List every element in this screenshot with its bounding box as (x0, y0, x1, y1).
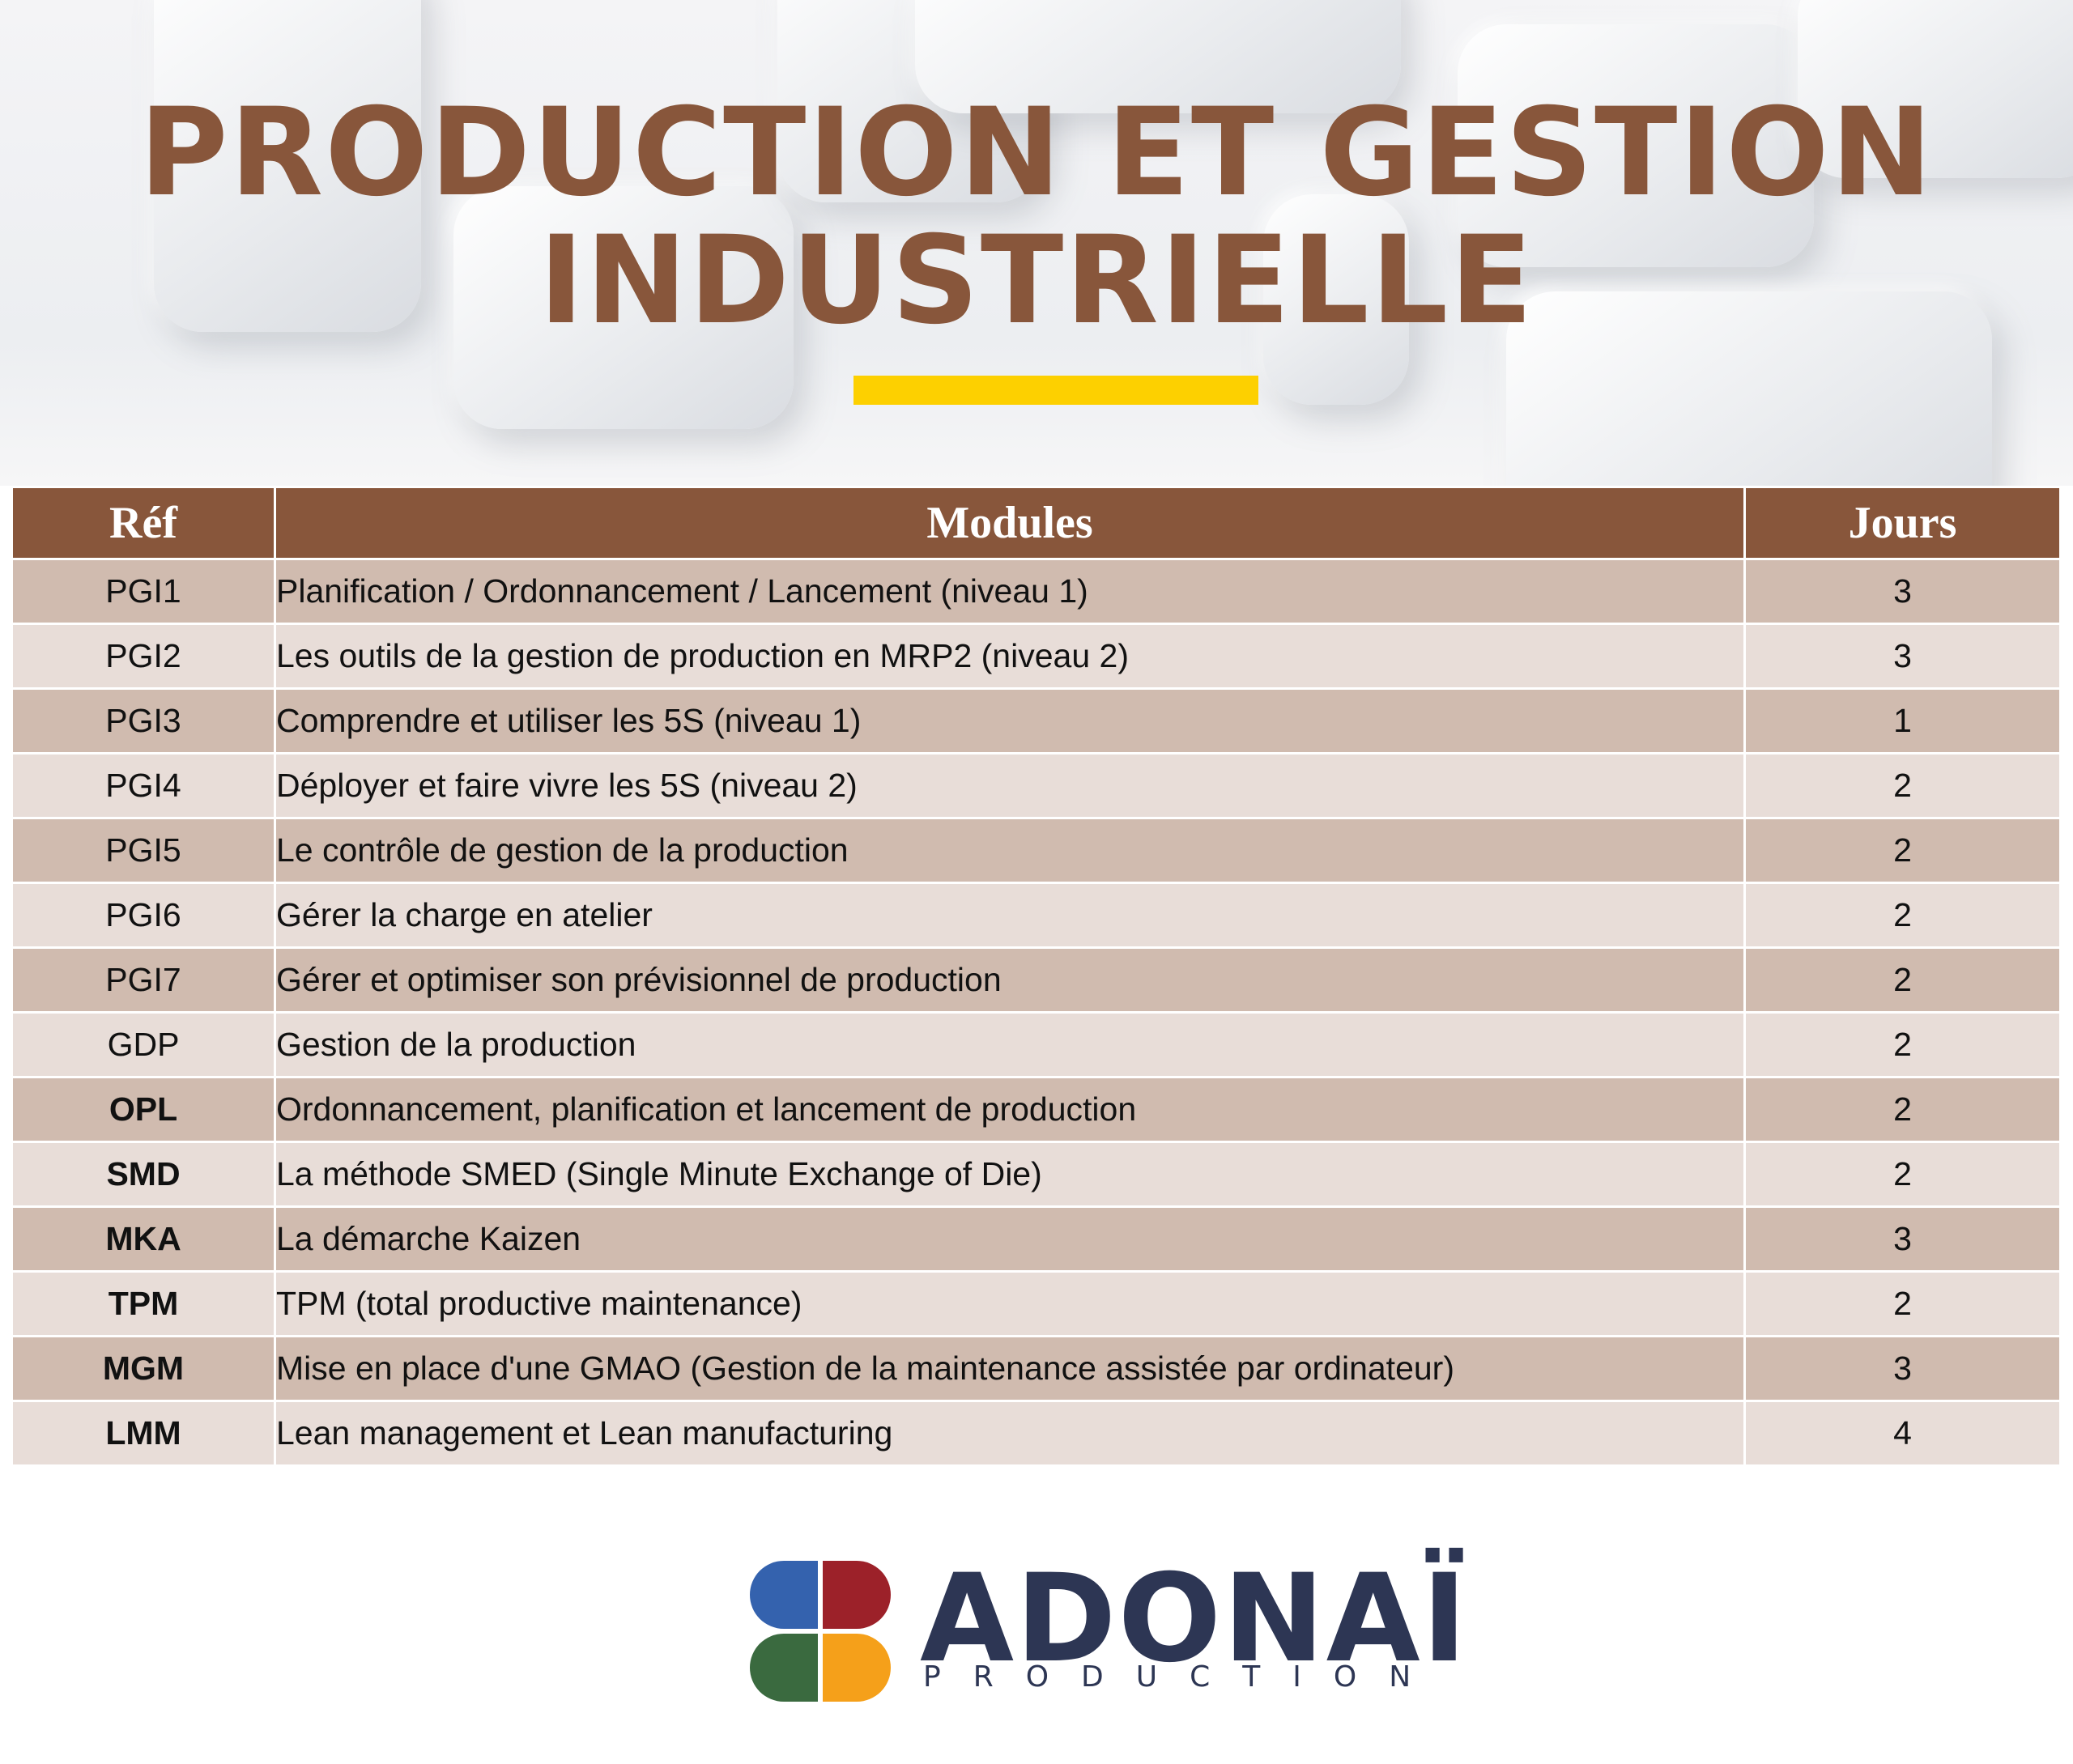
table-row: OPL Ordonnancement, planification et lan… (11, 1076, 2062, 1143)
days-cell: 3 (1743, 1335, 2062, 1402)
days-cell: 2 (1743, 882, 2062, 949)
brand-logo: ADONAÏ PRODUCTION (743, 1554, 1467, 1716)
ref-cell: PGI5 (11, 817, 276, 884)
table-row: PGI3 Comprendre et utiliser les 5S (nive… (11, 687, 2062, 754)
module-cell: Les outils de la gestion de production e… (274, 623, 1746, 690)
module-cell: Comprendre et utiliser les 5S (niveau 1) (274, 687, 1746, 754)
module-cell: Planification / Ordonnancement / Lanceme… (274, 558, 1746, 625)
ref-cell: PGI6 (11, 882, 276, 949)
module-cell: Gestion de la production (274, 1011, 1746, 1078)
ref-cell: PGI2 (11, 623, 276, 690)
table-row: PGI5 Le contrôle de gestion de la produc… (11, 817, 2062, 884)
brand-name: ADONAÏ (920, 1549, 1469, 1690)
table-row: SMD La méthode SMED (Single Minute Excha… (11, 1141, 2062, 1208)
days-cell: 2 (1743, 817, 2062, 884)
days-cell: 1 (1743, 687, 2062, 754)
ref-cell: PGI1 (11, 558, 276, 625)
table-row: MGM Mise en place d'une GMAO (Gestion de… (11, 1335, 2062, 1402)
header-days: Jours (1743, 486, 2062, 560)
title-line-2: INDUSTRIELLE (538, 210, 1535, 351)
header-background (0, 0, 2073, 486)
ref-cell: LMM (11, 1400, 276, 1467)
days-cell: 2 (1743, 1270, 2062, 1337)
module-cell: Déployer et faire vivre les 5S (niveau 2… (274, 752, 1746, 819)
ref-cell: OPL (11, 1076, 276, 1143)
table-row: PGI7 Gérer et optimiser son prévisionnel… (11, 946, 2062, 1014)
days-cell: 2 (1743, 1141, 2062, 1208)
ref-cell: PGI4 (11, 752, 276, 819)
module-cell: Mise en place d'une GMAO (Gestion de la … (274, 1335, 1746, 1402)
module-cell: Gérer la charge en atelier (274, 882, 1746, 949)
ref-cell: MKA (11, 1205, 276, 1273)
module-cell: Gérer et optimiser son prévisionnel de p… (274, 946, 1746, 1014)
days-cell: 2 (1743, 1076, 2062, 1143)
title-underline (853, 376, 1258, 405)
ref-cell: GDP (11, 1011, 276, 1078)
bg-tile (1506, 291, 1992, 486)
brand-tagline: PRODUCTION (923, 1660, 1444, 1694)
ref-cell: PGI3 (11, 687, 276, 754)
header-modules: Modules (274, 486, 1746, 560)
module-cell: La méthode SMED (Single Minute Exchange … (274, 1141, 1746, 1208)
ref-cell: TPM (11, 1270, 276, 1337)
table-row: GDP Gestion de la production 2 (11, 1011, 2062, 1078)
bg-tile (1263, 194, 1409, 405)
ref-cell: SMD (11, 1141, 276, 1208)
days-cell: 2 (1743, 1011, 2062, 1078)
days-cell: 4 (1743, 1400, 2062, 1467)
days-cell: 3 (1743, 623, 2062, 690)
table-row: PGI2 Les outils de la gestion de product… (11, 623, 2062, 690)
ref-cell: PGI7 (11, 946, 276, 1014)
page-title: PRODUCTION ET GESTION INDUSTRIELLE (0, 89, 2073, 345)
table-row: PGI6 Gérer la charge en atelier 2 (11, 882, 2062, 949)
module-cell: La démarche Kaizen (274, 1205, 1746, 1273)
logo-mark-icon (750, 1561, 891, 1702)
bg-tile (453, 186, 794, 429)
ref-cell: MGM (11, 1335, 276, 1402)
days-cell: 3 (1743, 558, 2062, 625)
module-cell: TPM (total productive maintenance) (274, 1270, 1746, 1337)
table-row: MKA La démarche Kaizen 3 (11, 1205, 2062, 1273)
days-cell: 3 (1743, 1205, 2062, 1273)
bg-tile (1458, 24, 1814, 267)
table-row: TPM TPM (total productive maintenance) 2 (11, 1270, 2062, 1337)
table-row: PGI1 Planification / Ordonnancement / La… (11, 558, 2062, 625)
module-cell: Le contrôle de gestion de la production (274, 817, 1746, 884)
bg-tile (154, 0, 421, 332)
modules-table: Réf Modules Jours PGI1 Planification / O… (11, 486, 2062, 1467)
bg-tile (915, 0, 1401, 113)
table-row: PGI4 Déployer et faire vivre les 5S (niv… (11, 752, 2062, 819)
module-cell: Ordonnancement, planification et lanceme… (274, 1076, 1746, 1143)
title-line-1: PRODUCTION ET GESTION (138, 83, 1935, 223)
days-cell: 2 (1743, 946, 2062, 1014)
days-cell: 2 (1743, 752, 2062, 819)
table-row: LMM Lean management et Lean manufacturin… (11, 1400, 2062, 1467)
header-ref: Réf (11, 486, 276, 560)
module-cell: Lean management et Lean manufacturing (274, 1400, 1746, 1467)
table-header-row: Réf Modules Jours (11, 486, 2062, 560)
bg-tile (1798, 0, 2073, 178)
